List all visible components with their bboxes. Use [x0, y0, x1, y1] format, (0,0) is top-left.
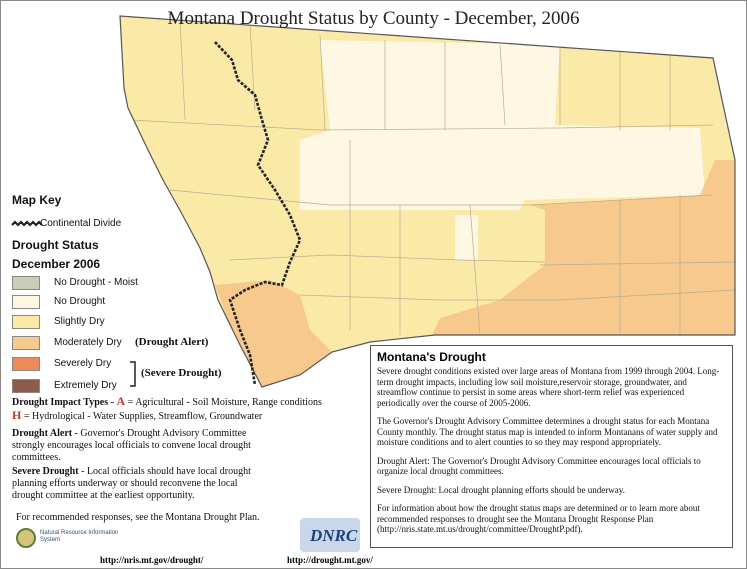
- legend-label: Extremely Dry: [54, 380, 117, 391]
- info-title: Montana's Drought: [377, 350, 486, 364]
- impact-types: Drought Impact Types - A = Agricultural …: [12, 394, 322, 409]
- legend-swatch: [12, 357, 40, 371]
- info-paragraph: Severe drought conditions existed over l…: [377, 366, 720, 408]
- url[interactable]: http://drought.mt.gov/: [287, 555, 373, 565]
- note: Severe Drought - Local officials should …: [12, 466, 262, 502]
- info-box: Montana's Drought Severe drought conditi…: [370, 345, 733, 548]
- legend-swatch: [12, 315, 40, 329]
- legend-swatch: [12, 276, 40, 290]
- status-heading: Drought Status: [12, 238, 99, 252]
- nris-logo: Natural Resource Information System: [40, 530, 119, 543]
- plan-note: For recommended responses, see the Monta…: [16, 512, 260, 523]
- title: Montana Drought Status by County - Decem…: [167, 8, 580, 29]
- legend-swatch: [12, 379, 40, 393]
- url[interactable]: http://nris.mt.gov/drought/: [100, 555, 204, 565]
- impact-symbol: A: [116, 394, 126, 408]
- impact-text: = Hydrological - Water Supplies, Streamf…: [23, 411, 263, 422]
- legend-swatch: [12, 295, 40, 309]
- logo-shape: [16, 528, 36, 548]
- legend-label: Moderately Dry: [54, 337, 122, 348]
- severe-label: (Severe Drought): [141, 367, 222, 379]
- info-paragraph: The Governor's Drought Advisory Committe…: [377, 416, 718, 447]
- legend-label: Severely Dry: [54, 358, 112, 369]
- status-date: December 2006: [12, 257, 101, 271]
- alert-label: (Drought Alert): [135, 336, 209, 348]
- region: [455, 215, 478, 260]
- region: [300, 40, 705, 210]
- divide-label: Continental Divide: [40, 218, 122, 229]
- impact-symbol: H: [12, 408, 22, 422]
- impact-heading: Drought Impact Types -: [12, 397, 117, 408]
- region: [215, 280, 335, 387]
- legend-heading: Map Key: [12, 193, 62, 207]
- divide-symbol: [11, 220, 43, 227]
- impact-text: = Agricultural - Soil Moisture, Range co…: [127, 397, 322, 408]
- legend-swatch: [12, 336, 40, 350]
- legend-label: No Drought - Moist: [54, 277, 138, 288]
- legend-label: No Drought: [54, 296, 106, 307]
- info-paragraph: Severe Drought: Local drought planning e…: [377, 484, 625, 495]
- info-paragraph: For information about how the drought st…: [377, 503, 700, 534]
- continental-divide: [214, 41, 302, 386]
- impact-types: H = Hydrological - Water Supplies, Strea…: [12, 408, 262, 423]
- notes: Drought Alert - Governor's Drought Advis…: [12, 428, 262, 504]
- note-term: Drought Alert: [12, 428, 73, 439]
- legend-label: Slightly Dry: [54, 316, 105, 327]
- dnrc-logo: [300, 518, 360, 552]
- info-paragraph: Drought Alert: The Governor's Drought Ad…: [377, 455, 701, 477]
- info-paragraphs: Severe drought conditions existed over l…: [377, 366, 726, 535]
- region: [430, 160, 735, 340]
- note: Drought Alert - Governor's Drought Advis…: [12, 428, 262, 464]
- county-lines: [129, 19, 735, 336]
- note-text: - Governor's Drought Advisory Committee …: [12, 428, 251, 463]
- nris-logo-icon: [16, 528, 36, 548]
- bracket: [130, 361, 136, 387]
- note-text: - Local officials should have local drou…: [12, 466, 251, 501]
- dnrc-logo-text: DNRC: [310, 526, 358, 545]
- note-term: Severe Drought: [12, 466, 79, 477]
- state-outline: [119, 15, 736, 388]
